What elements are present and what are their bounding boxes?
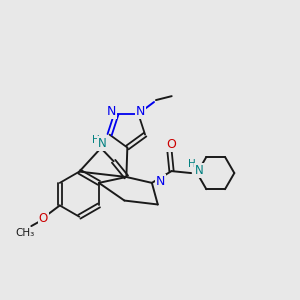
- Text: O: O: [167, 138, 176, 151]
- Text: O: O: [38, 212, 48, 225]
- Text: N: N: [195, 164, 204, 177]
- Text: N: N: [98, 136, 106, 150]
- Text: N: N: [107, 105, 116, 118]
- Text: CH₃: CH₃: [16, 228, 35, 238]
- Text: H: H: [92, 135, 100, 145]
- Text: N: N: [136, 105, 145, 118]
- Text: H: H: [188, 159, 196, 169]
- Text: N: N: [156, 176, 165, 188]
